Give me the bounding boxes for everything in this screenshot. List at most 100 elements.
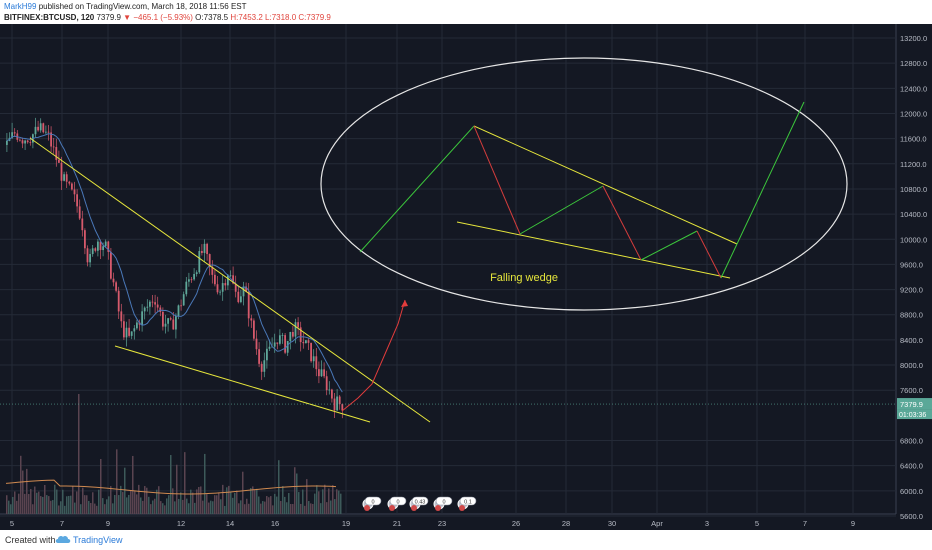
illustration-swing-line — [736, 101, 805, 245]
volume-bar — [166, 498, 168, 514]
candle — [143, 307, 146, 312]
volume-bar — [294, 467, 296, 514]
volume-bar — [122, 492, 124, 514]
candle — [123, 321, 125, 338]
candle — [253, 320, 255, 339]
tradingview-link[interactable]: TradingView — [73, 535, 123, 545]
volume-bar — [24, 493, 26, 514]
candle — [211, 266, 214, 275]
volume-bar — [168, 495, 170, 514]
volume-bar — [232, 497, 234, 514]
event-flag[interactable]: 0 — [362, 496, 382, 511]
volume-bar — [302, 489, 304, 514]
author-link[interactable]: MarkH99 — [4, 2, 37, 11]
candle — [331, 389, 333, 399]
last-price-badge — [897, 398, 932, 410]
candle — [193, 274, 195, 280]
y-tick-label: 11600.0 — [900, 135, 927, 144]
volume-bar — [208, 502, 210, 514]
volume-bar — [264, 501, 266, 514]
illustration-swing-line — [602, 185, 642, 261]
volume-bar — [106, 499, 108, 514]
symbol-info: BITFINEX:BTCUSD, 120 7379.9 ▼ −465.1 (−5… — [4, 13, 331, 22]
candle — [276, 342, 279, 344]
candle — [336, 396, 338, 411]
candle — [13, 132, 16, 134]
last-price-label: 7379.9 — [900, 400, 923, 409]
y-tick-label: 12800.0 — [900, 59, 927, 68]
volume-bar — [102, 498, 104, 514]
publish-info: MarkH99 published on TradingView.com, Ma… — [4, 2, 247, 11]
candle — [156, 304, 159, 308]
volume-bar — [236, 490, 238, 514]
volume-bar — [60, 501, 62, 514]
event-flag[interactable]: 0.1 — [457, 496, 477, 511]
wedge-lower-trendline — [114, 345, 371, 423]
x-tick-label: 7 — [803, 519, 807, 528]
open-value: O:7378.5 — [195, 13, 229, 22]
event-flag[interactable]: 0 — [433, 496, 453, 511]
candle — [328, 389, 331, 391]
volume-bar — [172, 488, 174, 514]
illustration-lower-line — [456, 221, 731, 279]
candle — [242, 286, 245, 297]
volume-bar — [292, 504, 294, 514]
volume-bar — [332, 485, 334, 514]
illustration-swing-line — [473, 125, 521, 235]
y-tick-label: 12000.0 — [900, 109, 927, 118]
svg-text:0.43: 0.43 — [415, 500, 426, 506]
candle — [284, 335, 286, 353]
volume-bar — [158, 486, 160, 514]
volume-bar — [90, 502, 92, 514]
volume-bar — [34, 486, 36, 514]
volume-bar — [104, 504, 106, 514]
x-tick-label: 9 — [106, 519, 110, 528]
volume-bar — [334, 499, 336, 514]
x-tick-label: 5 — [10, 519, 14, 528]
candle — [84, 230, 86, 249]
candle — [188, 279, 190, 282]
volume-bar — [156, 489, 158, 514]
volume-bar — [68, 495, 70, 514]
low-value: L:7318.0 — [265, 13, 297, 22]
event-flag[interactable]: 0 — [387, 496, 407, 511]
volume-bar — [114, 495, 116, 514]
candle — [219, 291, 221, 293]
candle — [133, 328, 136, 332]
volume-bar — [244, 504, 246, 514]
candle — [190, 279, 193, 281]
volume-bar — [98, 489, 100, 514]
illustration-upper-line — [473, 125, 738, 245]
change-text: −465.1 (−5.93%) — [133, 13, 193, 22]
event-flag[interactable]: 0.43 — [409, 496, 429, 511]
candle — [58, 159, 60, 163]
chart-area[interactable]: 13200.0 12800.0 12400.0 12000.0 11600.0 11200… — [0, 24, 932, 530]
volume-bar — [214, 495, 216, 514]
candle — [240, 296, 242, 303]
candle — [78, 206, 81, 219]
down-arrow-icon: ▼ — [123, 13, 132, 22]
candle — [60, 162, 63, 181]
candle — [263, 360, 266, 372]
volume-bar — [300, 503, 302, 514]
illustration-swing-line — [359, 125, 475, 253]
candle — [232, 275, 234, 284]
volume-bar — [148, 496, 150, 514]
wedge-upper-trendline — [29, 137, 431, 423]
candle — [146, 306, 149, 308]
candle — [338, 396, 341, 405]
volume-bar — [268, 497, 270, 514]
volume-bar — [152, 500, 154, 514]
candle — [305, 340, 307, 344]
candle — [325, 376, 328, 391]
candle — [107, 241, 110, 252]
candle — [307, 340, 310, 343]
volume-bar — [84, 495, 86, 514]
candle — [63, 174, 65, 181]
volume-bar — [100, 459, 102, 514]
candle — [6, 140, 8, 145]
price-axis[interactable] — [896, 24, 932, 530]
volume-bar — [142, 500, 144, 514]
candle — [341, 404, 344, 411]
price-chart[interactable]: 13200.0 12800.0 12400.0 12000.0 11600.0 11200… — [0, 24, 932, 530]
